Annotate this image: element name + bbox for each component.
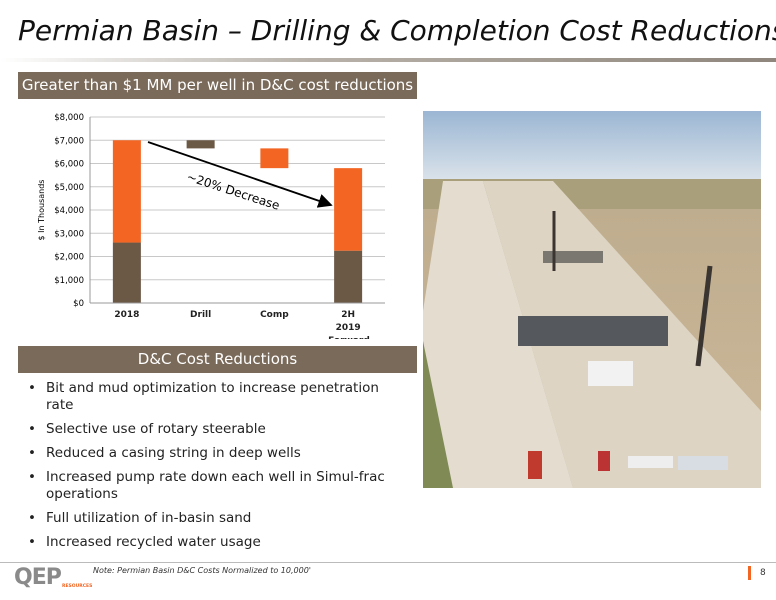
y-tick-label: $7,000 bbox=[54, 136, 84, 146]
y-tick-label: $4,000 bbox=[54, 206, 84, 216]
slide-title: Permian Basin – Drilling & Completion Co… bbox=[18, 14, 776, 47]
page-marker bbox=[748, 566, 751, 580]
bar-segment bbox=[186, 140, 215, 149]
footer-rule bbox=[0, 562, 776, 563]
x-tick-label-box: Drill bbox=[190, 310, 212, 320]
bullet-list: Bit and mud optimization to increase pen… bbox=[26, 380, 396, 558]
y-tick-label: $8,000 bbox=[54, 113, 84, 123]
bullet: Selective use of rotary steerable bbox=[26, 421, 396, 438]
bullet: Increased recycled water usage bbox=[26, 534, 396, 551]
footnote: Note: Permian Basin D&C Costs Normalized… bbox=[93, 566, 311, 575]
bar-segment bbox=[112, 242, 141, 303]
chart: $0 $1,000 $2,000 $3,000 $4,000 $5,000 $6,000 $7… bbox=[37, 113, 385, 339]
site-photo bbox=[423, 111, 761, 488]
x-tick-label-box: 2H 2019 Forward bbox=[328, 310, 370, 339]
bullet: Reduced a casing string in deep wells bbox=[26, 445, 396, 462]
title-rule bbox=[0, 58, 776, 62]
y-tick-label: $0 bbox=[73, 299, 84, 309]
y-tick-label: $1,000 bbox=[54, 276, 84, 286]
y-tick-label: $5,000 bbox=[54, 183, 84, 193]
x-tick-label: 2H 2019 Forward bbox=[328, 310, 370, 339]
x-tick-label-box: 2018 bbox=[114, 310, 140, 320]
x-tick-label: Comp bbox=[260, 310, 289, 320]
trend-arrow bbox=[147, 141, 333, 208]
bullet: Full utilization of in-basin sand bbox=[26, 510, 396, 527]
x-tick-label: 2018 bbox=[114, 310, 140, 320]
bar-segment bbox=[334, 250, 363, 303]
bullet: Increased pump rate down each well in Si… bbox=[26, 469, 396, 503]
annotation: ~20% Decrease bbox=[185, 170, 281, 213]
bullet: Bit and mud optimization to increase pen… bbox=[26, 380, 396, 414]
y-tick-label: $2,000 bbox=[54, 253, 84, 263]
y-tick-label: $3,000 bbox=[54, 229, 84, 239]
y-axis-label: $ In Thousands bbox=[37, 180, 46, 241]
x-tick-label-box: Comp bbox=[260, 310, 289, 320]
page-number: 8 bbox=[760, 568, 766, 578]
logo: QEP bbox=[14, 565, 62, 590]
bar-segment bbox=[260, 148, 289, 169]
y-tick-label: $6,000 bbox=[54, 160, 84, 170]
list-banner: D&C Cost Reductions bbox=[18, 346, 417, 373]
logo-subtitle: RESOURCES bbox=[62, 584, 93, 589]
x-tick-label: Drill bbox=[190, 310, 212, 320]
chart-banner: Greater than $1 MM per well in D&C cost … bbox=[18, 72, 417, 99]
bar-segment bbox=[112, 140, 141, 243]
bar-segment bbox=[334, 168, 363, 251]
